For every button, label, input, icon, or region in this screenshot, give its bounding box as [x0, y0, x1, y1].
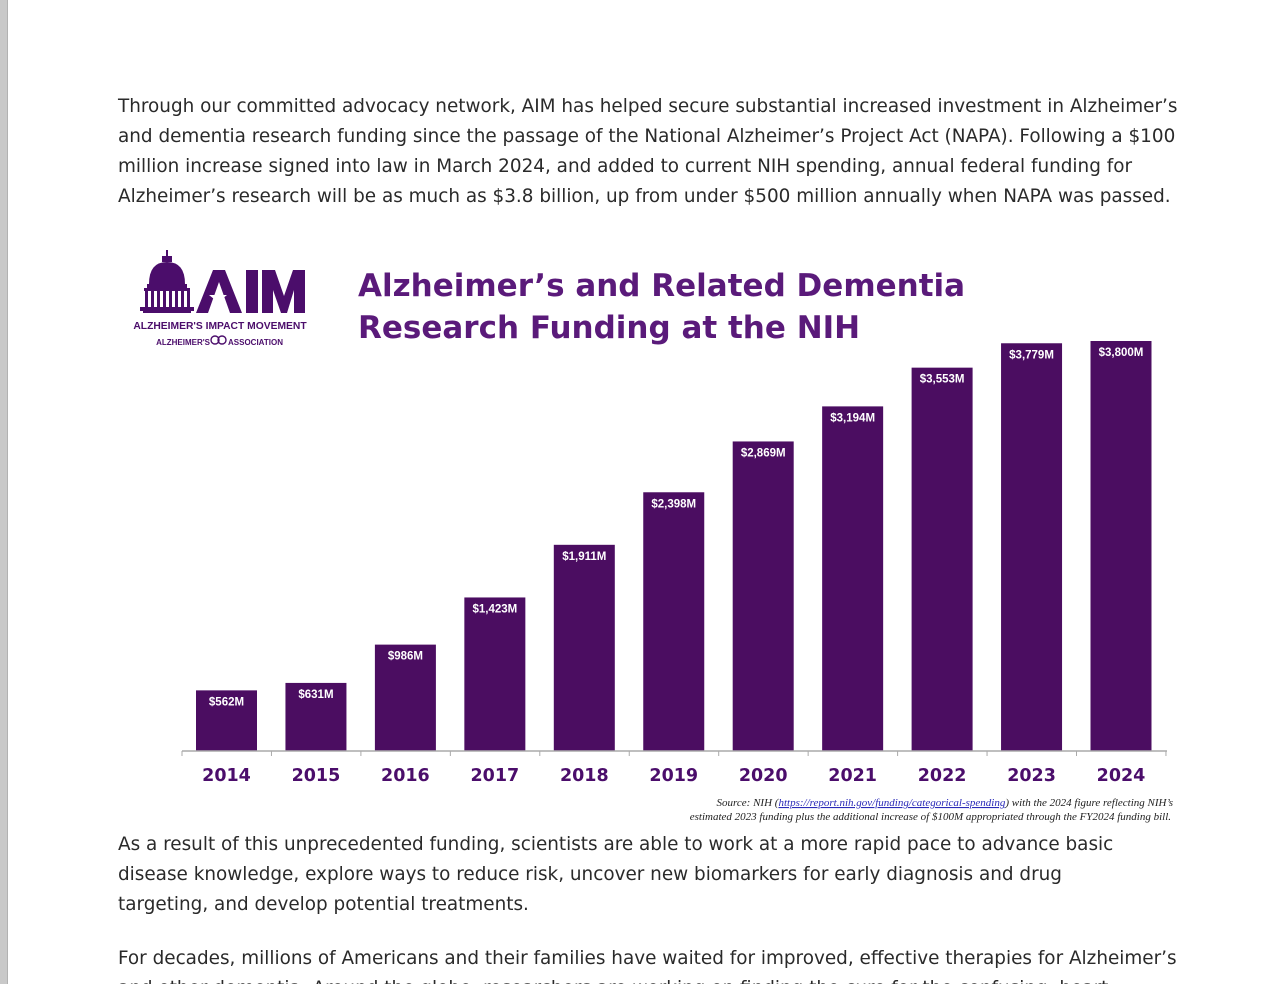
x-tick-label: 2014 [202, 766, 251, 786]
aim-wordmark [196, 270, 305, 313]
bar-2017 [464, 597, 526, 751]
bar-value-label: $986M [388, 651, 423, 663]
x-tick-label: 2024 [1097, 766, 1146, 786]
star-icon [209, 289, 227, 305]
x-tick-label: 2022 [918, 766, 967, 786]
chart-title-line2: Research Funding at the NIH [358, 310, 860, 346]
bar-2023 [1001, 343, 1063, 751]
source-note-line2: estimated 2023 funding plus the addition… [690, 811, 1171, 823]
bar-2014 [196, 690, 257, 751]
bar-value-label: $1,911M [562, 551, 606, 563]
source-note-line1: Source: NIH (https://report.nih.gov/fund… [717, 797, 1173, 809]
bar-2016 [374, 644, 436, 751]
bar-value-label: $2,398M [651, 498, 696, 510]
bar-2024 [1090, 341, 1152, 751]
bar-value-label: $631M [298, 689, 333, 701]
capitol-icon [140, 250, 194, 313]
bar-value-label: $3,800M [1099, 347, 1144, 359]
bar-value-label: $1,423M [472, 603, 517, 615]
x-tick-label: 2016 [381, 766, 430, 786]
intro-paragraph: Through our committed advocacy network, … [118, 96, 1178, 207]
x-tick-label: 2020 [739, 766, 788, 786]
result-paragraph: As a result of this unprecedented fundin… [118, 834, 1114, 915]
decades-paragraph: For decades, millions of Americans and t… [118, 948, 1177, 984]
association-icon [210, 335, 227, 345]
bar-value-label: $2,869M [741, 447, 786, 459]
source-suffix: ) with the 2024 figure reflecting NIH’s [1004, 797, 1173, 809]
bar-2020 [732, 441, 794, 751]
x-tick-label: 2017 [470, 766, 519, 786]
bar-value-label: $3,779M [1009, 349, 1054, 361]
logo-line1: ALZHEIMER'S IMPACT MOVEMENT [133, 321, 307, 332]
source-link[interactable]: https://report.nih.gov/funding/categoric… [778, 797, 1005, 809]
bar-2015 [285, 682, 347, 751]
x-tick-label: 2019 [649, 766, 698, 786]
x-tick-label: 2018 [560, 766, 609, 786]
source-prefix: Source: NIH ( [717, 797, 780, 809]
aim-logo: ALZHEIMER'S IMPACT MOVEMENT ALZHEIMER'S … [133, 250, 307, 347]
x-tick-label: 2015 [292, 766, 341, 786]
logo-line2-right: ASSOCIATION [228, 338, 283, 347]
bar-2022 [911, 367, 973, 751]
bar-2018 [553, 544, 615, 751]
x-tick-label: 2023 [1007, 766, 1056, 786]
bars-layer: $562M $631M $986M $1,423M $1,911M $2,398M $2,8… [196, 341, 1152, 751]
x-axis: 2014 2015 2016 2017 2018 2019 2020 2021 2022 2023… [181, 750, 1167, 786]
bar-value-label: $3,553M [920, 374, 965, 386]
bar-value-label: $562M [209, 696, 244, 708]
bar-value-label: $3,194M [830, 412, 875, 424]
page-edge [0, 0, 8, 984]
bar-2019 [643, 492, 705, 751]
chart-title-line1: Alzheimer’s and Related Dementia [358, 268, 965, 304]
x-tick-label: 2021 [828, 766, 877, 786]
bar-2021 [822, 406, 884, 751]
logo-line2-left: ALZHEIMER'S [156, 338, 211, 347]
